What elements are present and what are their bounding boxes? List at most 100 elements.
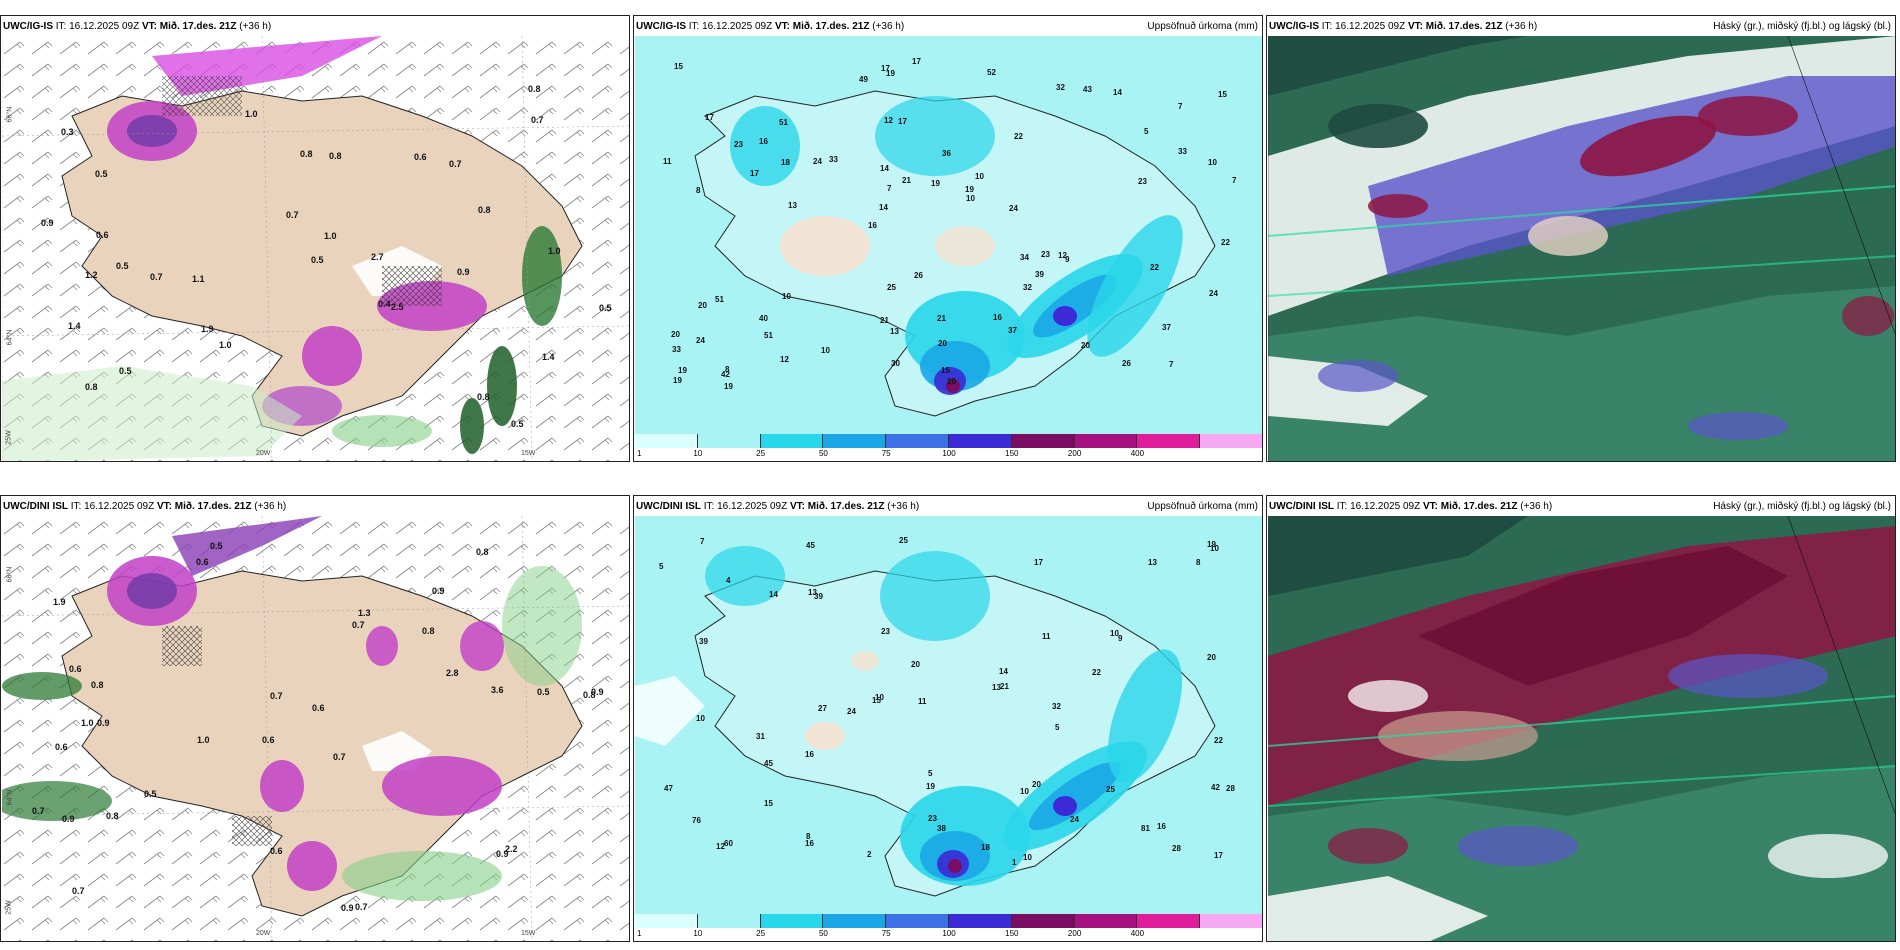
colorbar-cell bbox=[886, 914, 949, 928]
map-value-label: 17 bbox=[881, 64, 890, 73]
panel-title: UWC/IG-IS IT: 16.12.2025 09Z VT: Mið. 17… bbox=[3, 21, 272, 32]
map-value-label: 26 bbox=[1122, 359, 1131, 368]
map-value-label: 10 bbox=[1110, 629, 1119, 638]
map-value-label: 0.6 bbox=[312, 703, 325, 713]
map-value-label: 11 bbox=[1042, 632, 1051, 641]
map-value-label: 37 bbox=[1008, 326, 1017, 335]
map-value-label: 24 bbox=[1070, 815, 1079, 824]
map-value-label: 0.7 bbox=[333, 752, 346, 762]
map-value-label: 2.7 bbox=[371, 252, 384, 262]
panel-igis-clouds: UWC/IG-IS IT: 16.12.2025 09Z VT: Mið. 17… bbox=[1266, 15, 1896, 462]
map-value-label: 5 bbox=[928, 769, 933, 778]
panel-title: UWC/IG-IS IT: 16.12.2025 09Z VT: Mið. 17… bbox=[1269, 21, 1538, 32]
map-value-label: 16 bbox=[1157, 822, 1166, 831]
cloud-map bbox=[1268, 36, 1895, 461]
axis-label-lon-20: 20W bbox=[256, 450, 271, 457]
map-value-label: 17 bbox=[750, 169, 759, 178]
map-value-label: 10 bbox=[975, 172, 984, 181]
cloud-map bbox=[1268, 516, 1895, 941]
map-value-label: 13 bbox=[992, 683, 1001, 692]
map-value-label: 60 bbox=[724, 839, 733, 848]
colorbar-cell bbox=[1137, 434, 1201, 448]
map-value-label: 0.7 bbox=[270, 691, 283, 701]
colorbar-cell bbox=[1011, 434, 1075, 448]
map-value-label: 39 bbox=[1035, 270, 1044, 279]
colorbar-cell bbox=[823, 914, 887, 928]
map-value-label: 20 bbox=[1207, 653, 1216, 662]
map-value-label: 9 bbox=[1065, 255, 1070, 264]
wind-map: 0.5 0.5 0.4 0.3 1.4 0.5 0.5 1.1 0.7 0.8 0.6 0.8 1.0 1… bbox=[2, 36, 629, 461]
map-value-label: 33 bbox=[672, 345, 681, 354]
map-value-label: 5 bbox=[659, 562, 664, 571]
map-value-label: 23 bbox=[1041, 250, 1050, 259]
map-value-label: 0.5 bbox=[95, 169, 108, 179]
colorbar-label: 1 bbox=[637, 929, 642, 938]
colorbar-label: 75 bbox=[881, 449, 891, 458]
colorbar-cell bbox=[1074, 914, 1138, 928]
map-value-label: 0.9 bbox=[341, 903, 354, 913]
map-value-label: 1.0 bbox=[245, 109, 258, 119]
map-value-label: 0.7 bbox=[32, 806, 45, 816]
map-value-label: 28 bbox=[1172, 844, 1181, 853]
map-value-label: 0.6 bbox=[270, 846, 283, 856]
map-value-label: 22 bbox=[1221, 238, 1230, 247]
map-value-label: 0.8 bbox=[329, 151, 342, 161]
map-value-label: 32 bbox=[1052, 702, 1061, 711]
map-value-label: 16 bbox=[868, 221, 877, 230]
colorbar-label: 100 bbox=[942, 929, 956, 938]
map-value-label: 15 bbox=[872, 696, 881, 705]
map-value-label: 7 bbox=[700, 537, 705, 546]
colorbar-cell bbox=[1200, 434, 1262, 448]
axis-label-lat-66: 66°N bbox=[6, 106, 14, 123]
map-value-label: 0.9 bbox=[97, 718, 110, 728]
map-value-label: 19 bbox=[965, 185, 974, 194]
map-value-label: 32 bbox=[1056, 83, 1065, 92]
map-value-label: 2.2 bbox=[505, 844, 518, 854]
panel-dini-wind: UWC/DINI ISL IT: 16.12.2025 09Z VT: Mið.… bbox=[0, 495, 630, 942]
axis-label-lon-25: 25W bbox=[5, 430, 13, 445]
map-value-label: 8 bbox=[725, 365, 730, 374]
map-value-label: 40 bbox=[759, 314, 768, 323]
precip-colorbar: 1 10 25 50 75 100 150 200 400 bbox=[635, 434, 1262, 460]
map-value-label: 21 bbox=[880, 316, 889, 325]
map-value-label: 0.5 bbox=[210, 541, 223, 551]
map-value-label: 18 bbox=[981, 843, 990, 852]
map-value-label: 20 bbox=[938, 339, 947, 348]
map-value-label: 0.8 bbox=[422, 626, 435, 636]
map-value-label: 18 bbox=[781, 158, 790, 167]
map-value-label: 0.9 bbox=[41, 218, 54, 228]
axis-label-lat-64: 64°N bbox=[6, 329, 14, 346]
map-value-label: 1 bbox=[1012, 858, 1017, 867]
colorbar-label: 200 bbox=[1067, 929, 1082, 938]
panel-right-title: Uppsöfnuð úrkoma (mm) bbox=[1147, 21, 1258, 32]
map-value-label: 34 bbox=[1020, 253, 1029, 262]
map-value-label: 12 bbox=[1058, 251, 1067, 260]
iceland-landmass bbox=[61, 90, 583, 437]
map-value-label: 0.7 bbox=[150, 272, 163, 282]
map-value-label: 13 bbox=[890, 327, 899, 336]
map-value-label: 51 bbox=[764, 331, 773, 340]
precip-colorbar: 1 10 25 50 75 100 150 200 400 bbox=[635, 914, 1262, 940]
map-value-label: 1.9 bbox=[53, 597, 66, 607]
map-value-label: 49 bbox=[859, 75, 868, 84]
map-value-label: 16 bbox=[805, 839, 814, 848]
panel-right-title: Uppsöfnuð úrkoma (mm) bbox=[1147, 501, 1258, 512]
panel-right-title: Háský (gr.), miðský (fj.bl.) og lágský (… bbox=[1713, 21, 1891, 32]
map-value-label: 42 bbox=[721, 370, 730, 379]
map-value-label: 20 bbox=[911, 660, 920, 669]
map-value-label: 26 bbox=[914, 271, 923, 280]
axis-label-lon-15: 15W bbox=[521, 450, 536, 457]
map-value-label: 45 bbox=[764, 759, 773, 768]
colorbar-cell bbox=[1011, 914, 1075, 928]
map-value-label: 0.8 bbox=[528, 84, 541, 94]
map-value-label: 14 bbox=[1113, 88, 1122, 97]
map-value-label: 43 bbox=[1083, 85, 1092, 94]
map-value-label: 1.2 bbox=[85, 270, 98, 280]
colorbar-label: 10 bbox=[693, 929, 703, 938]
map-value-label: 13 bbox=[1148, 558, 1157, 567]
map-value-label: 0.3 bbox=[61, 127, 74, 137]
map-value-label: 25 bbox=[899, 536, 908, 545]
map-value-label: 38 bbox=[937, 824, 946, 833]
colorbar-label: 25 bbox=[756, 929, 766, 938]
colorbar-label: 400 bbox=[1130, 449, 1145, 458]
